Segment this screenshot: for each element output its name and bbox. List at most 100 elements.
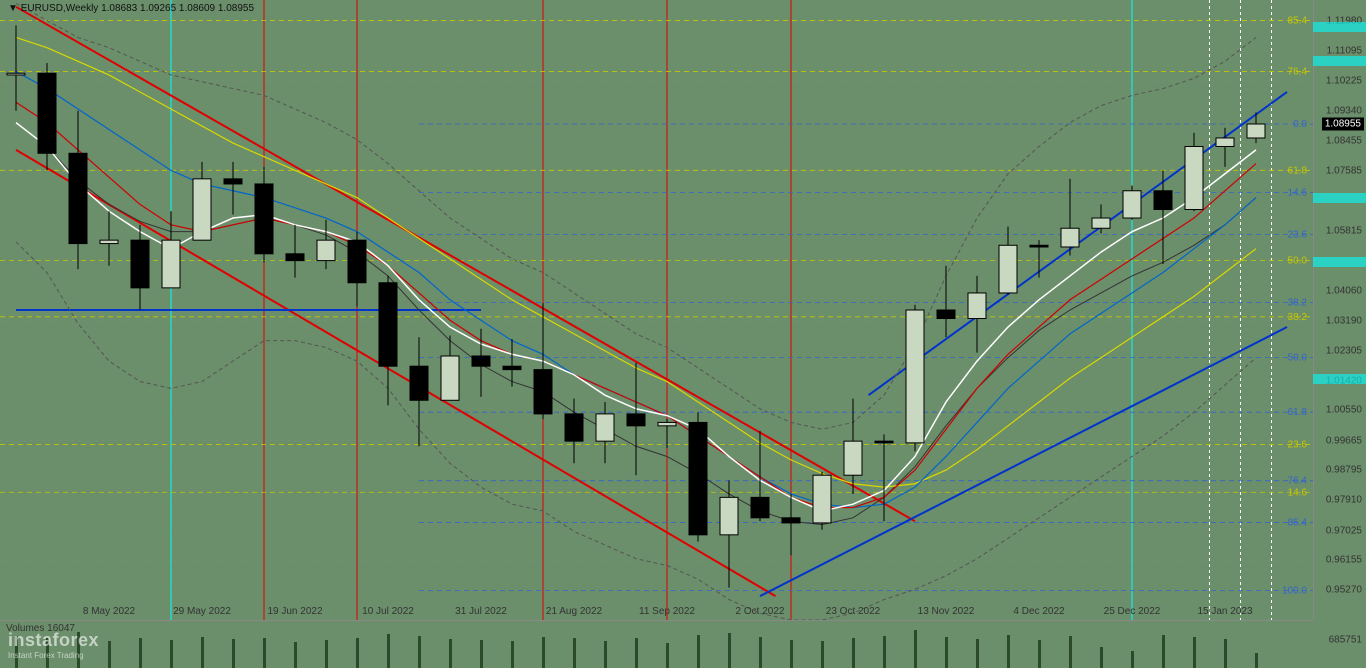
y-tick-label: 1.03190	[1326, 315, 1362, 326]
candle[interactable]	[999, 245, 1017, 293]
volume-bar	[852, 638, 855, 668]
candle[interactable]	[1216, 138, 1234, 147]
svg-text:85.4: 85.4	[1288, 518, 1308, 529]
candle[interactable]	[720, 497, 738, 534]
candle[interactable]	[379, 283, 397, 366]
ohlc-label: 1.08683 1.09265 1.08609 1.08955	[101, 3, 254, 14]
candle[interactable]	[1092, 218, 1110, 228]
volume-bar	[139, 638, 142, 668]
volume-bar	[604, 641, 607, 668]
volume-bar	[759, 637, 762, 668]
y-axis: 1.08955 1.119801.110951.102251.093401.08…	[1313, 0, 1366, 620]
candle[interactable]	[565, 414, 583, 441]
candle[interactable]	[7, 73, 25, 75]
candle[interactable]	[596, 414, 614, 441]
volume-bar	[108, 641, 111, 668]
candle[interactable]	[1247, 124, 1265, 138]
candle[interactable]	[937, 310, 955, 319]
volume-bar	[790, 640, 793, 668]
svg-text:23.6: 23.6	[1288, 229, 1308, 240]
candle[interactable]	[38, 73, 56, 153]
candle[interactable]	[224, 179, 242, 184]
y-tick-label: 0.98795	[1326, 465, 1362, 476]
y-tick-label: 0.99665	[1326, 435, 1362, 446]
arrow-icon: ▼	[8, 3, 21, 14]
candle[interactable]	[534, 370, 552, 414]
volume-bar	[418, 636, 421, 668]
chart-title: ▼ EURUSD,Weekly 1.08683 1.09265 1.08609 …	[8, 3, 254, 14]
y-tick-label: 0.97025	[1326, 525, 1362, 536]
volume-bar	[170, 640, 173, 668]
volume-bar	[1007, 635, 1010, 668]
volume-bar	[1038, 640, 1041, 668]
candle[interactable]	[193, 179, 211, 240]
chart-svg-overlay: 85.476.461.850.038.223.614.60.014.623.63…	[0, 0, 1313, 620]
logo-text: instaforex	[8, 630, 99, 651]
volume-bar	[1100, 647, 1103, 668]
candle[interactable]	[441, 356, 459, 400]
symbol-label: EURUSD,Weekly	[21, 3, 99, 14]
y-tick-label: 1.02305	[1326, 345, 1362, 356]
candle[interactable]	[317, 240, 335, 260]
svg-text:50.0: 50.0	[1288, 352, 1308, 363]
candle[interactable]	[658, 422, 676, 425]
candle[interactable]	[782, 518, 800, 523]
volume-bar	[294, 642, 297, 668]
candle[interactable]	[813, 475, 831, 523]
candle[interactable]	[162, 240, 180, 288]
candle[interactable]	[906, 310, 924, 443]
volume-bar	[635, 638, 638, 668]
volume-bar	[728, 633, 731, 668]
candle[interactable]	[1185, 146, 1203, 209]
candle[interactable]	[410, 366, 428, 400]
candle[interactable]	[627, 414, 645, 426]
candle[interactable]	[1123, 191, 1141, 218]
y-tick-label: 1.04060	[1326, 285, 1362, 296]
candle[interactable]	[1061, 228, 1079, 247]
y-tick-label: 0.96155	[1326, 555, 1362, 566]
y-tick-label: 1.08455	[1326, 136, 1362, 147]
candle[interactable]	[689, 422, 707, 534]
candle[interactable]	[472, 356, 490, 366]
svg-text:100.0: 100.0	[1282, 585, 1307, 596]
volume-panel: Volumes 16047	[0, 620, 1313, 668]
candle[interactable]	[255, 184, 273, 254]
candle[interactable]	[69, 153, 87, 243]
svg-text:14.6: 14.6	[1288, 187, 1308, 198]
volume-bar	[1069, 636, 1072, 668]
volume-bar	[201, 637, 204, 668]
candle[interactable]	[1154, 191, 1172, 210]
candle[interactable]	[875, 441, 893, 443]
volume-bar	[263, 638, 266, 668]
chart-plot-area[interactable]: ▼ EURUSD,Weekly 1.08683 1.09265 1.08609 …	[0, 0, 1313, 620]
svg-text:38.2: 38.2	[1288, 312, 1308, 323]
svg-text:23.6: 23.6	[1288, 440, 1308, 451]
y-tick-label: 1.10225	[1326, 75, 1362, 86]
candle[interactable]	[968, 293, 986, 319]
volume-bar	[1193, 637, 1196, 668]
watermark-logo: instaforex Instant Forex Trading	[8, 630, 99, 660]
candle[interactable]	[100, 240, 118, 243]
y-tick-label: 0.97910	[1326, 495, 1362, 506]
candle[interactable]	[503, 366, 521, 369]
candle[interactable]	[131, 240, 149, 288]
volume-bar	[387, 634, 390, 668]
candle[interactable]	[751, 497, 769, 517]
volume-bar	[480, 640, 483, 668]
volume-bar	[1131, 651, 1134, 668]
svg-text:50.0: 50.0	[1288, 256, 1308, 267]
candle[interactable]	[348, 240, 366, 283]
y-tick-label: 0.95270	[1326, 585, 1362, 596]
candle[interactable]	[286, 254, 304, 261]
y-tick-label: 1.00550	[1326, 405, 1362, 416]
volume-bar	[449, 639, 452, 668]
volume-bar	[232, 639, 235, 668]
candle[interactable]	[1030, 245, 1048, 247]
svg-text:14.6: 14.6	[1288, 487, 1308, 498]
volume-bar	[542, 637, 545, 668]
candle[interactable]	[844, 441, 862, 475]
svg-text:85.4: 85.4	[1288, 15, 1308, 26]
volume-bar	[1162, 635, 1165, 668]
level-band	[1313, 56, 1366, 66]
y-tick-label: 1.05815	[1326, 226, 1362, 237]
